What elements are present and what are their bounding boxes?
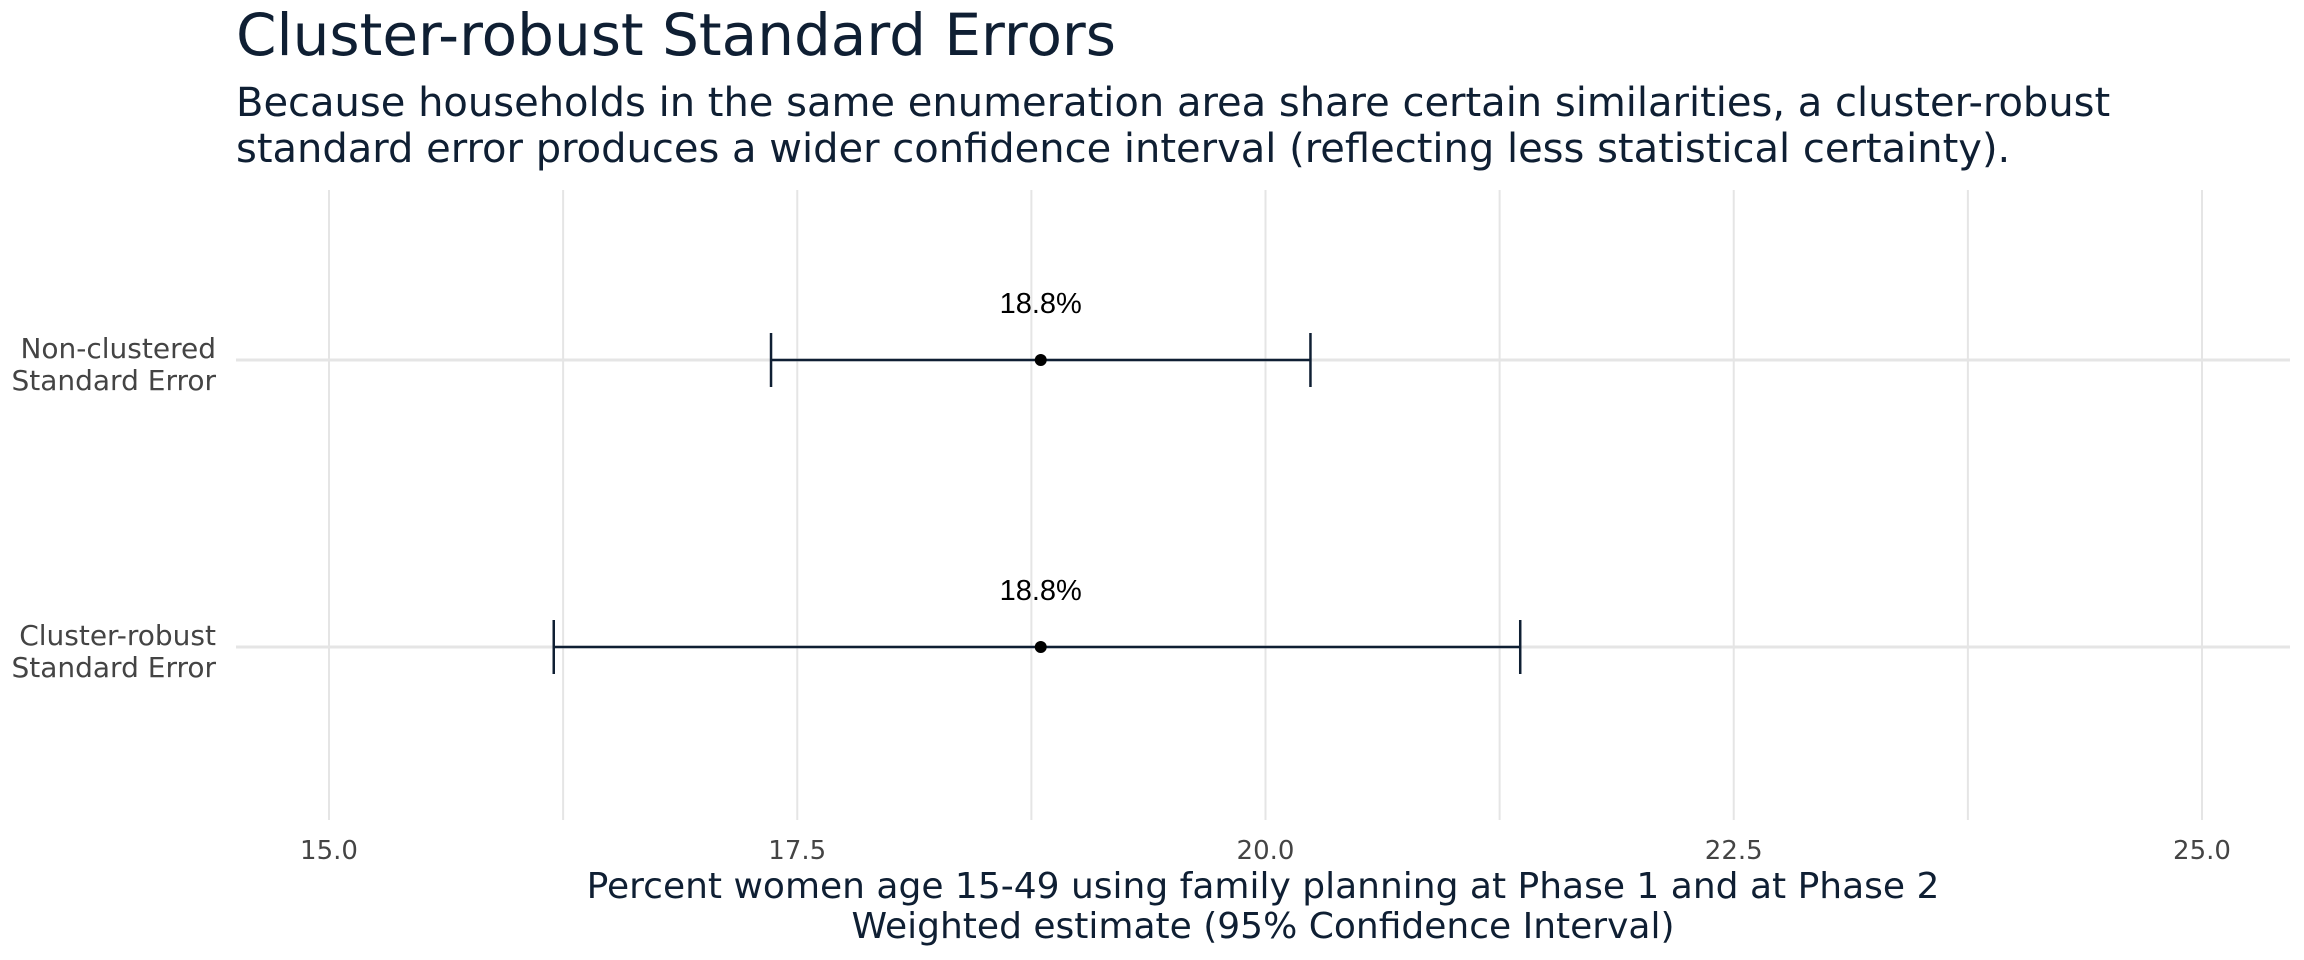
data-label: 18.8% <box>1000 575 1082 607</box>
estimate-point <box>1034 641 1047 653</box>
error-bars <box>552 333 1522 674</box>
x-tick-label: 15.0 <box>300 836 358 866</box>
y-tick-label: Non-clustered <box>20 332 216 365</box>
chart-title: Cluster-robust Standard Errors <box>236 1 1116 69</box>
chart-subtitle-line-1: Because households in the same enumerati… <box>236 80 2110 126</box>
y-tick-label: Standard Error <box>11 651 216 684</box>
estimate-point <box>1034 354 1047 366</box>
y-tick-label: Standard Error <box>11 364 216 397</box>
x-tick-label: 25.0 <box>2173 836 2231 866</box>
x-axis-label-line-2: Weighted estimate (95% Confidence Interv… <box>852 906 1675 947</box>
data-label: 18.8% <box>1000 288 1082 320</box>
y-tick-label: Cluster-robust <box>19 619 216 652</box>
chart-text: Cluster-robust Standard Errors Because h… <box>11 1 2230 947</box>
x-tick-label: 17.5 <box>768 836 826 866</box>
x-tick-label: 20.0 <box>1237 836 1295 866</box>
chart-subtitle-line-2: standard error produces a wider confiden… <box>236 126 2010 172</box>
x-axis-label-line-1: Percent women age 15-49 using family pla… <box>587 866 1940 907</box>
grid <box>236 190 2290 820</box>
x-tick-label: 22.5 <box>1705 836 1763 866</box>
